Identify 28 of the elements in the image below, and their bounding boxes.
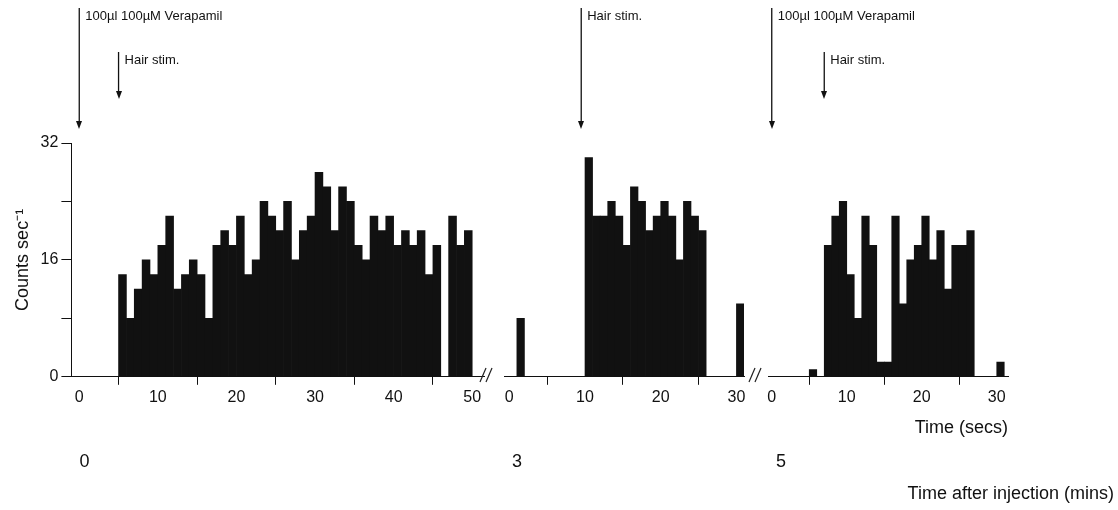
x-tick-label: 10 bbox=[837, 387, 856, 405]
x-tick-label: 10 bbox=[148, 387, 167, 405]
text: 3 bbox=[512, 450, 523, 471]
ref-line-label: 100µl 100µM Verapamil bbox=[85, 7, 223, 23]
ref-line-label: 100µl 100µM Verapamil bbox=[777, 7, 915, 23]
x-tick-label: 20 bbox=[651, 387, 670, 405]
x-tick-label: 10 bbox=[576, 387, 595, 405]
x-tick-label: 40 bbox=[384, 387, 403, 405]
x-tick-label: 30 bbox=[306, 387, 325, 405]
x-tick-label: 30 bbox=[987, 387, 1006, 405]
x-axis-title: Time (secs) bbox=[914, 416, 1008, 437]
ref-line-label: Hair stim. bbox=[587, 7, 643, 23]
y-tick-label: 32 bbox=[40, 133, 59, 151]
y-tick-label: 0 bbox=[49, 367, 59, 385]
ref-line-label: Hair stim. bbox=[830, 51, 886, 67]
y-axis-title: Counts sec⁻¹ bbox=[11, 208, 32, 311]
ref-line-label: Hair stim. bbox=[124, 51, 180, 67]
x-tick-label: 30 bbox=[727, 387, 746, 405]
text: 0 bbox=[79, 450, 90, 471]
x-tick-label: 20 bbox=[227, 387, 246, 405]
x-tick-label: 20 bbox=[912, 387, 931, 405]
x-tick-label: 50 bbox=[463, 387, 482, 405]
x-tick-label: 0 bbox=[767, 387, 777, 405]
text: 5 bbox=[776, 450, 787, 471]
x-tick-label: 0 bbox=[74, 387, 84, 405]
y-tick-label: 16 bbox=[40, 250, 59, 268]
x-tick-label: 0 bbox=[504, 387, 514, 405]
text: Time after injection (mins) bbox=[907, 482, 1114, 503]
